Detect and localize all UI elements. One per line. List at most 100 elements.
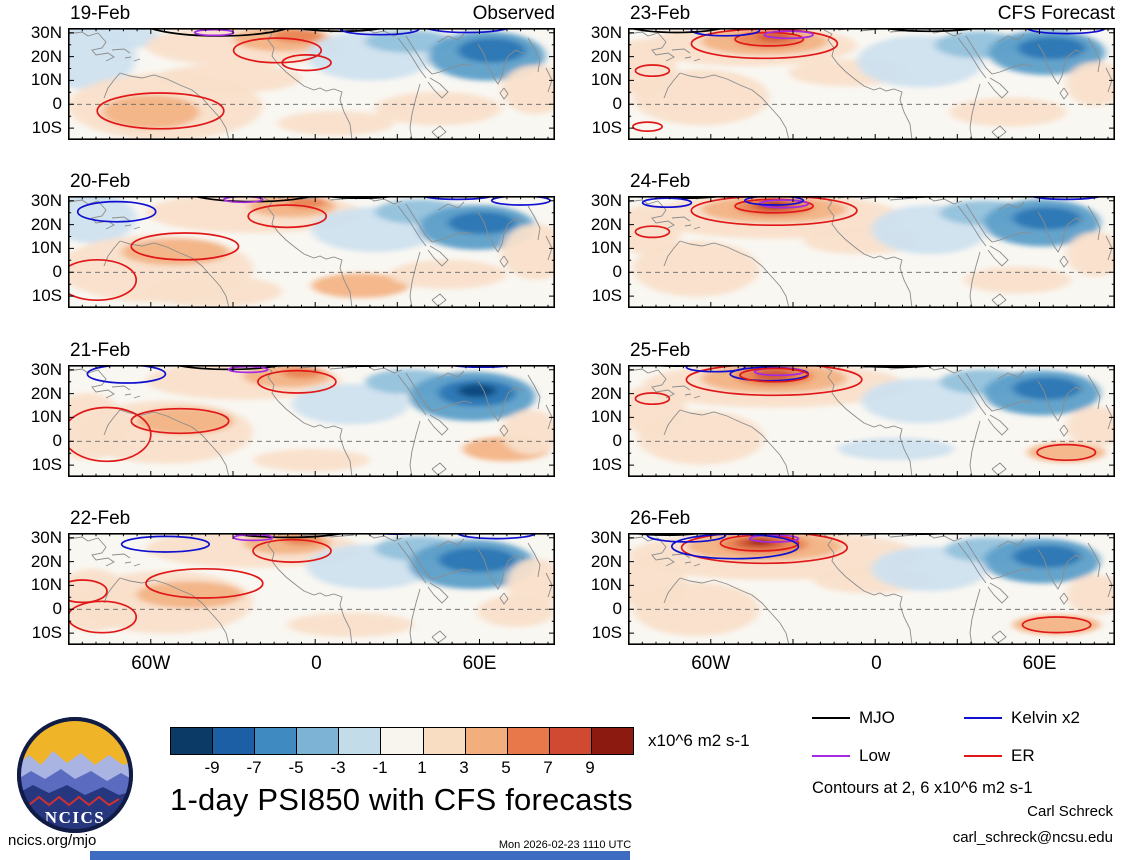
colorbar-tick-label: -9	[204, 758, 220, 777]
map-panel-svg	[68, 28, 555, 141]
colorbar-tick-label: -7	[246, 758, 262, 777]
colorbar-tick-label: -1	[372, 758, 388, 777]
colorbar-segment	[339, 728, 382, 754]
y-axis-label: 10N	[30, 70, 62, 90]
map-panel-svg	[628, 533, 1115, 646]
colorbar-segment	[465, 728, 508, 754]
column-header-label: Observed	[472, 3, 555, 24]
legend-label-low: Low	[859, 746, 891, 765]
map-panel	[628, 533, 1115, 646]
y-axis-label: 0	[612, 262, 622, 282]
y-axis-label: 10N	[590, 575, 622, 595]
y-axis-label: 20N	[590, 551, 622, 571]
y-axis-label: 20N	[590, 383, 622, 403]
legend-line-mjo	[812, 717, 850, 719]
panel-border	[628, 28, 1115, 141]
ncics-logo-svg: NCICS	[17, 717, 133, 833]
y-axis-label: 0	[612, 431, 622, 451]
y-axis-label: 20N	[590, 46, 622, 66]
legend-item-low: Low	[812, 746, 964, 766]
credit-email: carl_schreck@ncsu.edu	[952, 829, 1113, 846]
contour-note: Contours at 2, 6 x10^6 m2 s-1	[812, 779, 1033, 797]
colorbar-tick-label: -5	[288, 758, 304, 777]
figure-title: 1-day PSI850 with CFS forecasts	[170, 782, 633, 817]
axis-ticks	[68, 365, 555, 477]
y-axis-label: 20N	[30, 46, 62, 66]
x-axis-label: 60E	[1022, 653, 1057, 674]
legend-line-er	[964, 755, 1002, 757]
colorbar-segment	[297, 728, 340, 754]
y-axis-label: 10S	[31, 118, 62, 138]
legend-item-er: ER	[964, 746, 1134, 766]
y-axis-label: 30N	[590, 22, 622, 42]
legend-label-er: ER	[1011, 746, 1035, 765]
panel-date-label: 23-Feb	[630, 3, 691, 24]
map-panel	[628, 28, 1115, 141]
y-axis-label: 30N	[30, 22, 62, 42]
y-axis-label: 0	[52, 94, 62, 114]
y-axis-label: 10N	[590, 407, 622, 427]
y-axis-label: 10N	[30, 575, 62, 595]
panel-border	[628, 196, 1115, 309]
colorbar-segment	[171, 728, 214, 754]
panel-date-label: 22-Feb	[70, 508, 131, 529]
colorbar-tick-label: 7	[543, 758, 553, 777]
y-axis-label: 20N	[30, 383, 62, 403]
colorbar-tick-label: 3	[459, 758, 469, 777]
colorbar-segment	[255, 728, 298, 754]
y-axis-label: 0	[52, 431, 62, 451]
legend-label-kelvin-x2: Kelvin x2	[1011, 708, 1080, 727]
axis-ticks	[68, 196, 555, 308]
colorbar-tick-label: -3	[330, 758, 346, 777]
timestamp: Mon 2026-02-23 1110 UTC	[498, 839, 632, 851]
map-panel-svg	[68, 365, 555, 478]
colorbar-tick-label: 9	[585, 758, 595, 777]
panel-date-label: 19-Feb	[70, 3, 131, 24]
x-axis-label: 0	[311, 653, 322, 674]
panel-border	[628, 533, 1115, 646]
y-axis-label: 10N	[30, 238, 62, 258]
ncics-logo: NCICS	[15, 715, 135, 835]
x-axis-label: 60W	[691, 653, 731, 674]
axis-ticks	[628, 196, 1115, 308]
y-axis-label: 20N	[30, 551, 62, 571]
y-axis-label: 20N	[30, 214, 62, 234]
map-panel-svg	[628, 196, 1115, 309]
y-axis-label: 30N	[30, 527, 62, 547]
y-axis-label: 30N	[590, 359, 622, 379]
panel-date-label: 20-Feb	[70, 171, 131, 192]
y-axis-label: 10S	[591, 623, 622, 643]
panel-date-label: 26-Feb	[630, 508, 691, 529]
legend-line-low	[812, 755, 850, 757]
colorbar-segment	[423, 728, 466, 754]
colorbar-units: x10^6 m2 s-1	[648, 731, 750, 750]
y-axis-label: 10S	[591, 286, 622, 306]
panel-date-label: 21-Feb	[70, 340, 131, 361]
colorbar-segment	[549, 728, 592, 754]
colorbar	[170, 727, 634, 755]
x-axis-label: 60E	[462, 653, 497, 674]
y-axis-label: 0	[52, 599, 62, 619]
map-panel	[68, 28, 555, 141]
map-panel-svg	[628, 28, 1115, 141]
map-panel-svg	[68, 196, 555, 309]
y-axis-label: 10S	[591, 118, 622, 138]
panel-border	[68, 196, 555, 309]
y-axis-label: 10S	[31, 455, 62, 475]
legend: MJO Kelvin x2 Low ER	[812, 708, 1134, 766]
site-link: ncics.org/mjo	[8, 832, 97, 849]
y-axis-label: 30N	[590, 190, 622, 210]
credit-name: Carl Schreck	[1027, 803, 1113, 820]
map-panel	[628, 365, 1115, 478]
y-axis-label: 0	[612, 599, 622, 619]
map-panel-svg	[628, 365, 1115, 478]
y-axis-label: 0	[52, 262, 62, 282]
legend-line-kelvin-x2	[964, 717, 1002, 719]
colorbar-tick-label: 5	[501, 758, 511, 777]
colorbar-segment	[213, 728, 256, 754]
y-axis-label: 10S	[31, 286, 62, 306]
map-panel	[68, 533, 555, 646]
map-panel	[68, 365, 555, 478]
y-axis-label: 20N	[590, 214, 622, 234]
